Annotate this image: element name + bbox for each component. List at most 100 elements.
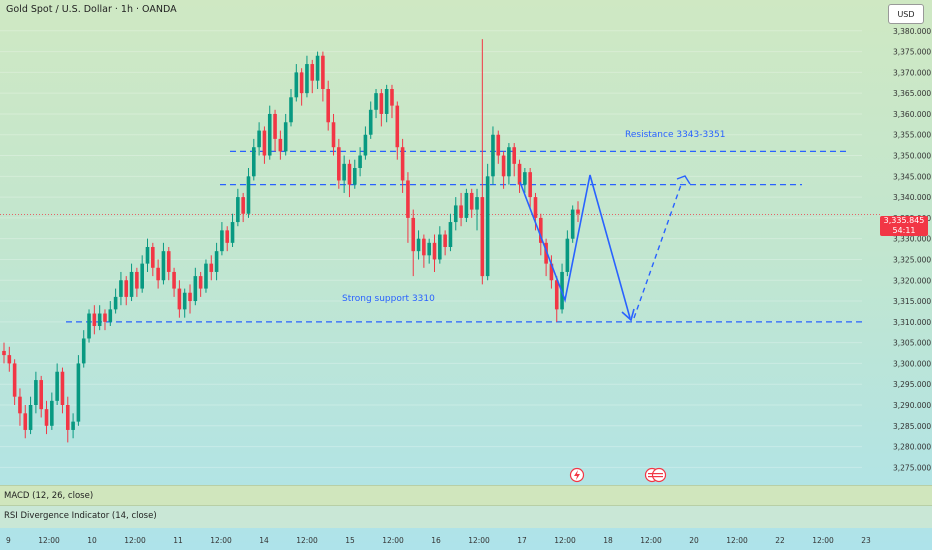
support-annotation: Strong support 3310 — [342, 294, 435, 304]
candle-body — [538, 217, 543, 243]
price-tick-label: 3,380.000 — [893, 27, 931, 36]
candle-body — [523, 172, 527, 185]
time-tick-label: 18 — [603, 536, 613, 545]
price-tick-label: 3,280.000 — [893, 443, 931, 452]
candle-body — [352, 168, 357, 185]
candle-body — [379, 93, 384, 114]
time-tick-label: 9 — [6, 536, 11, 545]
candle-body — [416, 238, 421, 252]
candle-body — [485, 176, 490, 277]
candle-body — [103, 313, 107, 322]
candle-body — [44, 409, 49, 426]
current-price-value: 3,335.845 — [883, 216, 925, 225]
price-tick-label: 3,345.000 — [893, 172, 931, 181]
candle-body — [549, 263, 554, 281]
candle-body — [565, 238, 570, 272]
price-tick-label: 3,320.000 — [893, 276, 931, 285]
price-tick-label: 3,330.000 — [893, 235, 931, 244]
candle-body — [23, 413, 28, 430]
candle-body — [145, 247, 150, 264]
candle-body — [475, 197, 479, 210]
candle-body — [570, 209, 575, 239]
time-tick-label: 14 — [259, 536, 269, 545]
candle-body — [491, 134, 495, 177]
candle-body — [496, 134, 501, 156]
candle-body — [390, 89, 394, 106]
candle-body — [151, 247, 155, 268]
time-tick-label: 17 — [517, 536, 527, 545]
time-tick-label: 10 — [87, 536, 97, 545]
candle-body — [576, 209, 580, 214]
candle-body — [432, 242, 437, 260]
candle-body — [188, 292, 192, 302]
price-tick-label: 3,315.000 — [893, 297, 931, 306]
candle-body — [427, 242, 431, 256]
candle-body — [34, 380, 38, 405]
candle-body — [198, 276, 203, 289]
time-tick-label: 22 — [775, 536, 785, 545]
candle-body — [289, 97, 293, 123]
price-axis[interactable]: 3,275.000 3,280.000 3,285.000 3,290.000 3,29… — [893, 27, 931, 473]
candle-body — [321, 55, 325, 89]
price-tick-label: 3,360.000 — [893, 110, 931, 119]
price-tick-label: 3,325.000 — [893, 255, 931, 264]
candle-body — [554, 280, 559, 310]
candle-body — [517, 163, 522, 185]
candle-body — [2, 350, 6, 356]
time-tick-label: 23 — [861, 536, 871, 545]
candle-body — [267, 113, 272, 156]
event-flag-icon-2[interactable] — [651, 467, 667, 483]
candle-body — [411, 217, 416, 252]
candle-body — [533, 197, 538, 218]
candle-body — [422, 238, 426, 256]
flag-stripe-icon — [648, 476, 663, 478]
price-tick-label: 3,375.000 — [893, 48, 931, 57]
candle-body — [384, 89, 389, 114]
candle-body — [124, 280, 129, 297]
candle-body — [448, 222, 453, 247]
price-tick-label: 3,285.000 — [893, 422, 931, 431]
candle-body — [368, 109, 373, 135]
price-tick-label: 3,275.000 — [893, 463, 931, 472]
candle-body — [326, 89, 331, 123]
event-icons[interactable] — [569, 467, 667, 483]
time-tick-label: 12:00 — [382, 536, 404, 545]
price-tick-label: 3,295.000 — [893, 380, 931, 389]
candle-body — [480, 197, 485, 277]
time-tick-label: 12:00 — [812, 536, 834, 545]
candle-body — [12, 363, 17, 397]
candle-body — [129, 271, 134, 297]
price-tick-label: 3,355.000 — [893, 131, 931, 140]
rsi-indicator-pane[interactable]: RSI Divergence Indicator (14, close) — [0, 505, 932, 528]
candle-body — [220, 230, 224, 252]
candle-body — [156, 267, 160, 281]
candle-body — [7, 355, 12, 364]
candle-body — [18, 396, 22, 414]
candle-body — [257, 130, 261, 148]
candle-body — [453, 205, 458, 223]
time-tick-label: 12:00 — [124, 536, 146, 545]
candle-body — [459, 205, 463, 218]
time-tick-label: 12:00 — [468, 536, 490, 545]
projection-arrowhead-high — [676, 175, 691, 185]
candle-body — [60, 371, 65, 405]
candle-body — [71, 421, 75, 430]
time-axis[interactable]: 9 12:00 10 12:00 11 12:00 14 12:00 15 12:00 16 12:0… — [6, 536, 871, 545]
candle-body — [342, 163, 346, 181]
candle-body — [337, 147, 341, 181]
time-tick-label: 15 — [345, 536, 355, 545]
candle-body — [400, 147, 405, 181]
resistance-annotation: Resistance 3343-3351 — [625, 130, 725, 140]
time-tick-label: 11 — [173, 536, 183, 545]
macd-indicator-pane[interactable]: MACD (12, 26, close) — [0, 485, 932, 506]
time-tick-label: 12:00 — [554, 536, 576, 545]
time-tick-label: 12:00 — [726, 536, 748, 545]
price-tick-label: 3,305.000 — [893, 339, 931, 348]
candle-body — [214, 251, 219, 272]
candle-body — [166, 251, 171, 272]
currency-button[interactable]: USD — [888, 4, 924, 24]
lightning-glyph-icon — [574, 470, 580, 480]
candle-body — [172, 271, 176, 289]
